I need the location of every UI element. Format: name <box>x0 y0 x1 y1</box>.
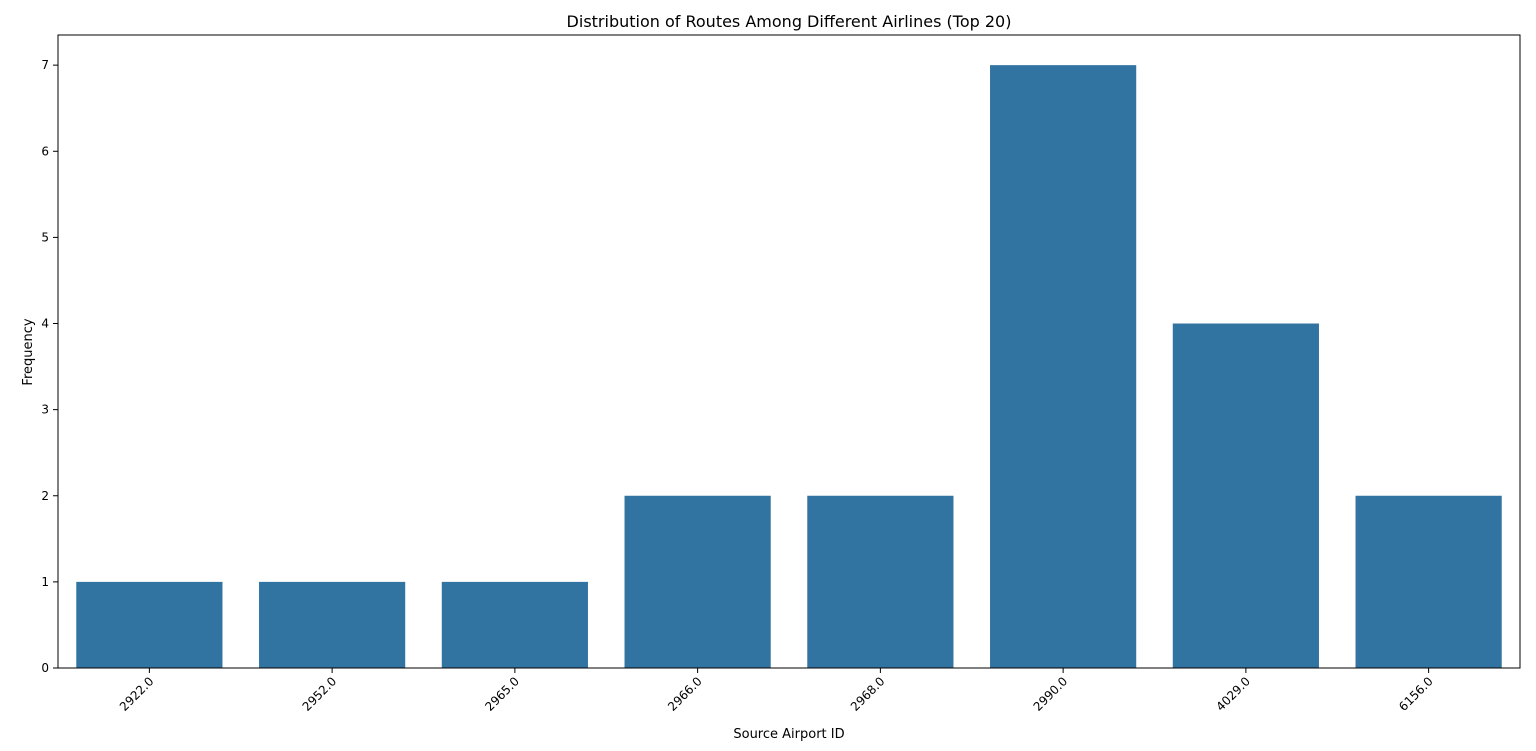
y-tick-label: 3 <box>41 403 49 417</box>
chart-title: Distribution of Routes Among Different A… <box>567 12 1012 31</box>
bar-6156.0 <box>1355 495 1502 668</box>
plot-frame <box>57 34 1521 669</box>
x-axis-label: Source Airport ID <box>733 727 844 742</box>
y-tick-label: 0 <box>41 661 49 675</box>
bar-2952.0 <box>259 581 406 668</box>
y-axis-label: Frequency <box>21 318 36 385</box>
x-tick-label: 2922.0 <box>117 674 157 714</box>
y-tick-label: 5 <box>41 230 49 244</box>
y-tick-label: 2 <box>41 489 49 503</box>
y-axis: 0 1 2 3 4 5 6 7 <box>41 58 58 675</box>
x-tick-label: 2966.0 <box>665 674 705 714</box>
bar-2968.0 <box>807 495 954 668</box>
x-tick-label: 2990.0 <box>1031 674 1071 714</box>
y-tick-label: 1 <box>41 575 49 589</box>
x-axis: 2922.0 2952.0 2965.0 2966.0 2968.0 2990.0 4029… <box>117 668 1436 714</box>
bar-2966.0 <box>624 495 771 668</box>
bar-4029.0 <box>1172 323 1319 668</box>
y-tick-label: 7 <box>41 58 49 72</box>
x-tick-label: 4029.0 <box>1213 674 1253 714</box>
x-tick-label: 2968.0 <box>848 674 888 714</box>
bar-2922.0 <box>76 581 223 668</box>
y-tick-label: 6 <box>41 144 49 158</box>
x-tick-label: 2965.0 <box>482 674 522 714</box>
x-tick-label: 6156.0 <box>1396 674 1436 714</box>
bars-group <box>76 65 1502 668</box>
bar-2990.0 <box>990 65 1137 668</box>
x-tick-label: 2952.0 <box>300 674 340 714</box>
y-tick-label: 4 <box>41 317 49 331</box>
bar-2965.0 <box>441 581 588 668</box>
